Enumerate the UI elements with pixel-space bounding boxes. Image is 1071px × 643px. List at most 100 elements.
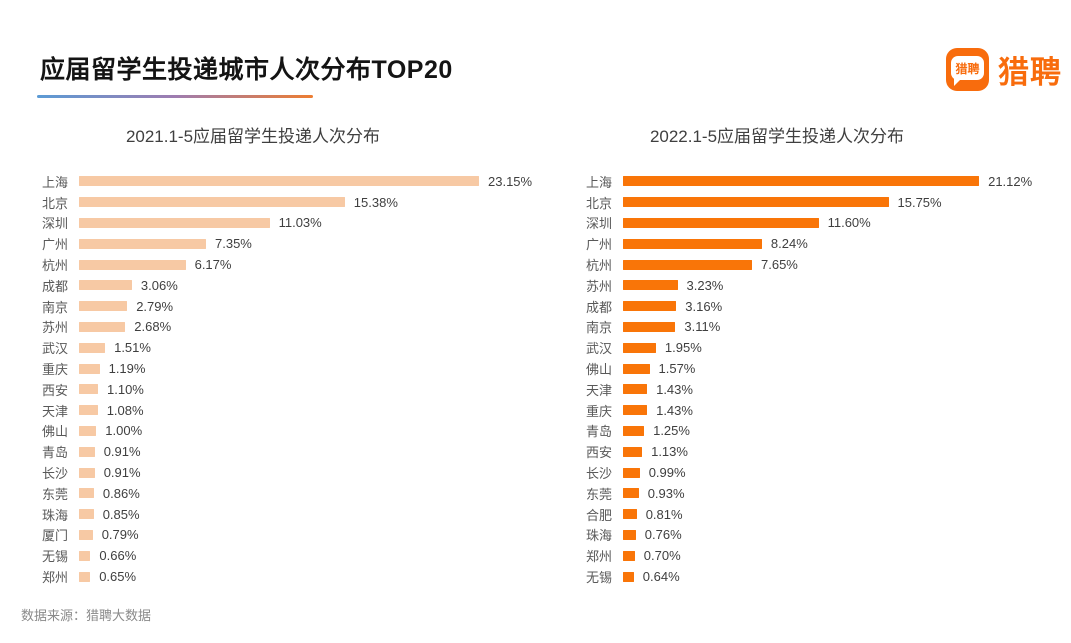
category-label: 杭州 xyxy=(41,258,68,274)
category-label: 珠海 xyxy=(41,507,68,523)
bar xyxy=(623,384,648,395)
bar xyxy=(79,176,479,187)
bar-row: 珠海 0.76% xyxy=(577,525,1057,546)
category-label: 南京 xyxy=(41,299,68,315)
bar-row: 北京 15.38% xyxy=(33,192,553,213)
bar-row: 武汉 1.95% xyxy=(577,337,1057,358)
value-label: 11.03% xyxy=(278,215,322,231)
bar-row: 武汉 1.51% xyxy=(33,337,553,358)
bar-row: 西安 1.13% xyxy=(577,441,1057,462)
bar-rows: 上海 23.15% 北京 15.38% 深圳 11.03% 广州 7.35% 杭州 6.17% 成都… xyxy=(33,171,553,587)
value-label: 7.35% xyxy=(215,236,252,252)
page-title: 应届留学生投递城市人次分布TOP20 xyxy=(40,56,453,84)
value-label: 15.38% xyxy=(353,194,398,210)
bar xyxy=(79,321,126,332)
value-label: 2.68% xyxy=(134,319,172,335)
bar xyxy=(79,405,98,416)
bar-row: 青岛 0.91% xyxy=(33,441,553,462)
bar-rows: 上海 21.12% 北京 15.75% 深圳 11.60% 广州 8.24% 杭州 7.65% 苏州… xyxy=(577,171,1057,587)
category-label: 苏州 xyxy=(585,278,612,294)
category-label: 广州 xyxy=(41,237,68,253)
category-label: 珠海 xyxy=(585,528,612,544)
bar xyxy=(623,342,656,353)
liepin-speech-bubble-icon: 猎聘 xyxy=(946,48,989,91)
value-label: 3.11% xyxy=(684,319,721,335)
value-label: 6.17% xyxy=(194,257,232,273)
category-label: 南京 xyxy=(585,320,612,336)
bar-row: 北京 15.75% xyxy=(577,192,1057,213)
bar-row: 合肥 0.81% xyxy=(577,504,1057,525)
chart-title-2022: 2022.1-5应届留学生投递人次分布 xyxy=(649,127,905,146)
bar-row: 长沙 0.99% xyxy=(577,462,1057,483)
value-label: 8.24% xyxy=(770,236,808,252)
value-label: 0.64% xyxy=(642,569,680,585)
category-label: 成都 xyxy=(41,278,68,294)
bar xyxy=(623,550,635,561)
bar xyxy=(623,571,634,582)
bar-row: 长沙 0.91% xyxy=(33,462,553,483)
value-label: 1.19% xyxy=(108,361,146,377)
value-label: 1.43% xyxy=(656,381,693,397)
category-label: 上海 xyxy=(585,174,612,190)
bar-row: 西安 1.10% xyxy=(33,379,553,400)
bar-row: 东莞 0.93% xyxy=(577,483,1057,504)
value-label: 1.51% xyxy=(114,340,151,356)
bar-row: 成都 3.06% xyxy=(33,275,553,296)
value-label: 0.70% xyxy=(643,548,681,564)
bar-row: 佛山 1.00% xyxy=(33,421,553,442)
value-label: 0.86% xyxy=(102,485,140,501)
bar-row: 南京 2.79% xyxy=(33,296,553,317)
bar-row: 杭州 7.65% xyxy=(577,254,1057,275)
category-label: 广州 xyxy=(585,237,612,253)
bar-row: 苏州 3.23% xyxy=(577,275,1057,296)
value-label: 15.75% xyxy=(897,194,942,210)
value-label: 0.65% xyxy=(99,569,137,585)
bar-row: 郑州 0.70% xyxy=(577,545,1057,566)
bar xyxy=(623,467,640,478)
bar-row: 珠海 0.85% xyxy=(33,504,553,525)
bar xyxy=(79,529,93,540)
category-label: 武汉 xyxy=(41,341,68,357)
bar-row: 南京 3.11% xyxy=(577,317,1057,338)
category-label: 无锡 xyxy=(585,570,612,586)
category-label: 西安 xyxy=(585,445,612,461)
bar-row: 重庆 1.19% xyxy=(33,358,553,379)
category-label: 北京 xyxy=(41,195,68,211)
category-label: 苏州 xyxy=(41,320,68,336)
category-label: 佛山 xyxy=(41,424,68,440)
bar xyxy=(79,571,91,582)
bar xyxy=(623,217,819,228)
bar xyxy=(623,301,677,312)
bar-row: 苏州 2.68% xyxy=(33,317,553,338)
bar xyxy=(623,363,650,374)
data-source-note: 数据来源：猎聘大数据 xyxy=(21,608,152,623)
category-label: 郑州 xyxy=(41,570,68,586)
value-label: 1.13% xyxy=(651,444,688,460)
bar xyxy=(79,550,91,561)
category-label: 长沙 xyxy=(585,466,612,482)
bar xyxy=(79,384,98,395)
bar xyxy=(623,425,645,436)
bar-row: 佛山 1.57% xyxy=(577,358,1057,379)
category-label: 深圳 xyxy=(585,216,612,232)
value-label: 0.91% xyxy=(103,444,141,460)
bar xyxy=(79,217,270,228)
category-label: 上海 xyxy=(41,174,68,190)
bar-row: 广州 7.35% xyxy=(33,233,553,254)
bar-row: 天津 1.08% xyxy=(33,400,553,421)
category-label: 重庆 xyxy=(585,403,612,419)
bar-row: 上海 21.12% xyxy=(577,171,1057,192)
category-label: 北京 xyxy=(585,195,612,211)
bar-row: 东莞 0.86% xyxy=(33,483,553,504)
value-label: 0.81% xyxy=(645,506,683,522)
category-label: 杭州 xyxy=(585,258,612,274)
bar xyxy=(79,197,345,208)
value-label: 0.66% xyxy=(99,548,137,564)
value-label: 11.60% xyxy=(827,215,871,231)
bar-row: 上海 23.15% xyxy=(33,171,553,192)
category-label: 深圳 xyxy=(41,216,68,232)
bar-row: 杭州 6.17% xyxy=(33,254,553,275)
value-label: 1.08% xyxy=(106,402,144,418)
bar xyxy=(623,488,639,499)
bar-row: 广州 8.24% xyxy=(577,233,1057,254)
